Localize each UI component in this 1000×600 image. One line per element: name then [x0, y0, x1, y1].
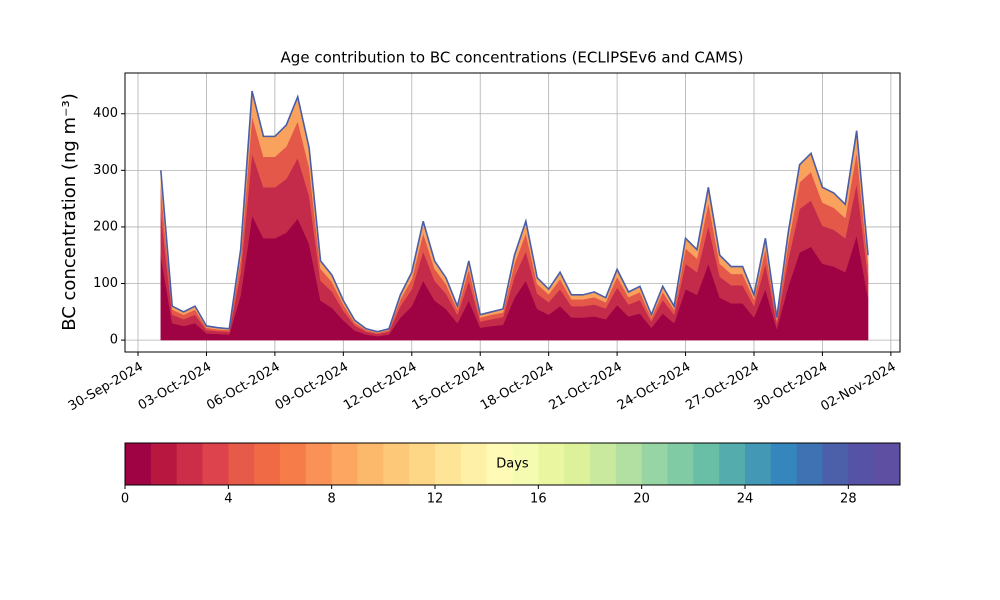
- colorbar-cell: [280, 443, 307, 485]
- colorbar-cell: [460, 443, 488, 485]
- colorbar-cell: [254, 443, 281, 485]
- y-axis-label: BC concentration (ng m⁻³): [59, 93, 80, 331]
- colorbar-cell: [383, 443, 410, 485]
- colorbar-tick-label: 12: [427, 492, 444, 507]
- x-tick-label: 24-Oct-2024: [615, 360, 693, 414]
- colorbar-cell: [590, 443, 617, 485]
- x-tick-label: 09-Oct-2024: [273, 360, 351, 414]
- colorbar-cell: [538, 443, 565, 485]
- x-tick-label: 30-Oct-2024: [752, 360, 830, 414]
- colorbar-cell: [512, 443, 539, 485]
- colorbar-tick-label: 8: [328, 492, 336, 507]
- colorbar-cell: [693, 443, 720, 485]
- colorbar-cell: [202, 443, 229, 485]
- colorbar-cell: [770, 443, 798, 485]
- colorbar-cell: [150, 443, 178, 485]
- stack-outline: [160, 90, 869, 333]
- colorbar-cell: [331, 443, 358, 485]
- colorbar-cell: [848, 443, 875, 485]
- colorbar-cell: [357, 443, 384, 485]
- colorbar-cell: [822, 443, 849, 485]
- y-tick-label: 200: [93, 219, 118, 234]
- colorbar-cell: [641, 443, 668, 485]
- colorbar-cell: [719, 443, 746, 485]
- colorbar-tick-label: 28: [840, 492, 857, 507]
- x-tick-label: 18-Oct-2024: [478, 360, 556, 414]
- x-tick-label: 27-Oct-2024: [683, 360, 761, 414]
- colorbar-cell: [228, 443, 255, 485]
- y-tick-label: 100: [93, 276, 118, 291]
- x-tick-label: 15-Oct-2024: [410, 360, 488, 414]
- colorbar-tick-label: 0: [121, 492, 129, 507]
- colorbar-cell: [486, 443, 513, 485]
- colorbar-cell: [176, 443, 203, 485]
- colorbar-tick-label: 16: [530, 492, 547, 507]
- colorbar-label: Days: [496, 457, 529, 472]
- colorbar-cell: [615, 443, 643, 485]
- colorbar-cell: [745, 443, 772, 485]
- colorbar-frame: [124, 442, 901, 486]
- colorbar-tick-label: 4: [224, 492, 232, 507]
- plot-frame: [124, 72, 901, 353]
- chart-title: Age contribution to BC concentrations (E…: [281, 49, 744, 67]
- colorbar-tick-label: 24: [737, 492, 754, 507]
- colorbar-cell: [125, 443, 152, 485]
- colorbar-cell: [409, 443, 436, 485]
- x-tick-label: 02-Nov-2024: [818, 360, 898, 415]
- colorbar-cell: [305, 443, 333, 485]
- colorbar-cell: [564, 443, 591, 485]
- colorbar-cell: [435, 443, 462, 485]
- x-tick-label: 06-Oct-2024: [204, 360, 282, 414]
- y-tick-label: 0: [110, 333, 118, 348]
- colorbar-tick-label: 20: [633, 492, 650, 507]
- y-tick-label: 400: [93, 106, 118, 121]
- x-tick-label: 30-Sep-2024: [66, 360, 146, 415]
- x-tick-label: 03-Oct-2024: [136, 360, 214, 414]
- x-tick-label: 12-Oct-2024: [341, 360, 419, 414]
- colorbar-cell: [796, 443, 823, 485]
- colorbar-cell: [874, 443, 901, 485]
- y-tick-label: 300: [93, 163, 118, 178]
- colorbar-cell: [667, 443, 694, 485]
- x-tick-label: 21-Oct-2024: [546, 360, 624, 414]
